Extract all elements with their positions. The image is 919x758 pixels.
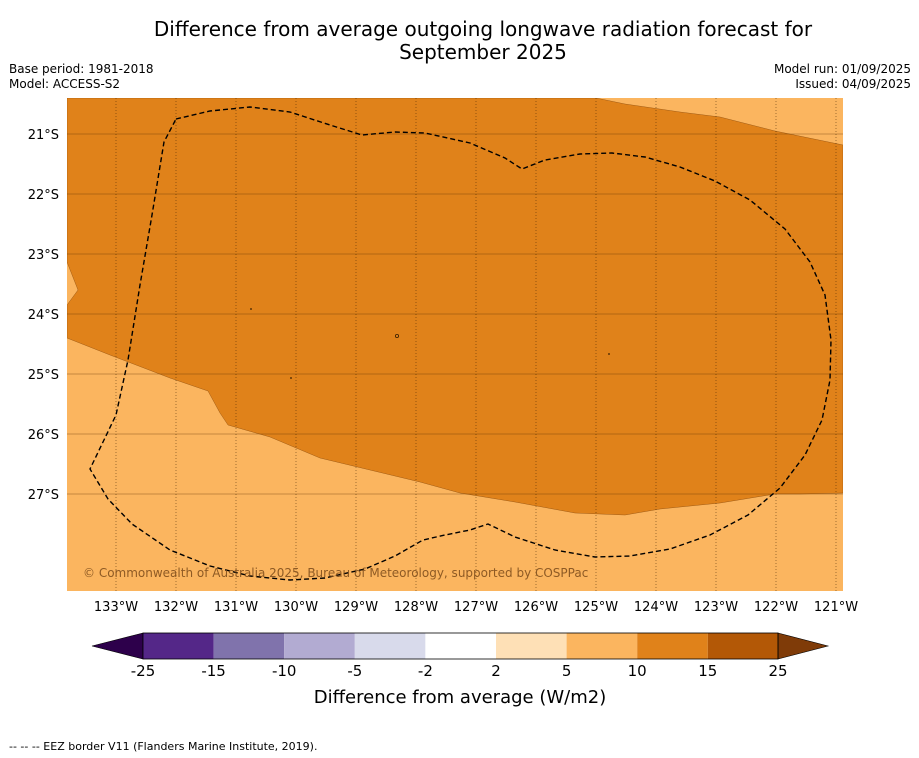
title-line-1: Difference from average outgoing longwav… <box>153 17 813 41</box>
colorbar-tick: -2 <box>418 662 433 680</box>
lon-label: 125°W <box>574 600 618 615</box>
lat-label: 21°S <box>28 128 59 143</box>
lon-label: 130°W <box>274 600 318 615</box>
colorbar-tick: 2 <box>491 662 501 680</box>
colorbar-segment <box>284 633 355 659</box>
colorbar-tick: 5 <box>562 662 572 680</box>
lon-label: 133°W <box>94 600 138 615</box>
colorbar-ticks: -25 -15 -10 -5 -2 2 5 10 15 25 <box>131 662 788 680</box>
region-10-15 <box>67 98 843 516</box>
colorbar-segment <box>707 633 778 659</box>
colorbar-tick: -15 <box>201 662 226 680</box>
colorbar-tick: -5 <box>347 662 362 680</box>
meta-left: Base period: 1981-2018 Model: ACCESS-S2 <box>9 62 154 92</box>
base-period-label: Base period: 1981-2018 <box>9 62 154 76</box>
model-run-label: Model run: 01/09/2025 <box>773 62 911 76</box>
eez-legend-note: -- -- -- EEZ border V11 (Flanders Marine… <box>9 740 318 753</box>
lon-label: 128°W <box>394 600 438 615</box>
copyright-notice: © Commonwealth of Australia 2025, Bureau… <box>83 566 588 580</box>
colorbar-segment <box>213 633 285 659</box>
issued-label: Issued: 04/09/2025 <box>795 77 911 91</box>
lat-label: 27°S <box>28 488 59 503</box>
colorbar-segment <box>566 633 638 659</box>
island-markers <box>250 308 610 379</box>
title-line-2: September 2025 <box>399 40 567 64</box>
lat-label: 23°S <box>28 248 59 263</box>
meta-right: Model run: 01/09/2025 Issued: 04/09/2025 <box>774 62 911 92</box>
map-panel: © Commonwealth of Australia 2025, Bureau… <box>67 98 843 591</box>
colorbar-segment <box>637 633 708 659</box>
colorbar-label: Difference from average (W/m2) <box>314 687 606 708</box>
lon-label: 132°W <box>154 600 198 615</box>
lon-label: 123°W <box>694 600 738 615</box>
lon-label: 129°W <box>334 600 378 615</box>
colorbar-segment <box>496 633 567 659</box>
lon-label: 131°W <box>214 600 258 615</box>
latitude-labels: 21°S 22°S 23°S 24°S 25°S 26°S 27°S <box>28 128 59 503</box>
lon-label: 122°W <box>754 600 798 615</box>
model-label: Model: ACCESS-S2 <box>9 77 121 91</box>
eez-border <box>89 106 832 581</box>
lat-label: 22°S <box>28 188 59 203</box>
lon-label: 126°W <box>514 600 558 615</box>
colorbar-frame <box>142 632 779 660</box>
colorbar-segment <box>143 633 214 659</box>
colorbar-tick: 25 <box>768 662 787 680</box>
colorbar-high-extension <box>777 632 830 660</box>
lat-label: 25°S <box>28 368 59 383</box>
colorbar-tick: -10 <box>272 662 297 680</box>
latitude-gridlines <box>67 133 843 495</box>
colorbar-segment <box>354 633 426 659</box>
lon-label: 127°W <box>454 600 498 615</box>
lon-label: 124°W <box>634 600 678 615</box>
colorbar-low-extension <box>91 632 144 660</box>
lat-label: 24°S <box>28 308 59 323</box>
lat-label: 26°S <box>28 428 59 443</box>
map-title: Difference from average outgoing longwav… <box>0 18 919 64</box>
longitude-gridlines <box>115 98 837 591</box>
lon-label: 121°W <box>814 600 858 615</box>
colorbar: -25 -15 -10 -5 -2 2 5 10 15 25 Differenc… <box>91 632 830 708</box>
colorbar-segment <box>425 633 496 659</box>
longitude-labels: 133°W 132°W 131°W 130°W 129°W 128°W 127°… <box>94 600 858 615</box>
colorbar-tick: -25 <box>131 662 156 680</box>
colorbar-tick: 10 <box>628 662 647 680</box>
colorbar-tick: 15 <box>698 662 717 680</box>
